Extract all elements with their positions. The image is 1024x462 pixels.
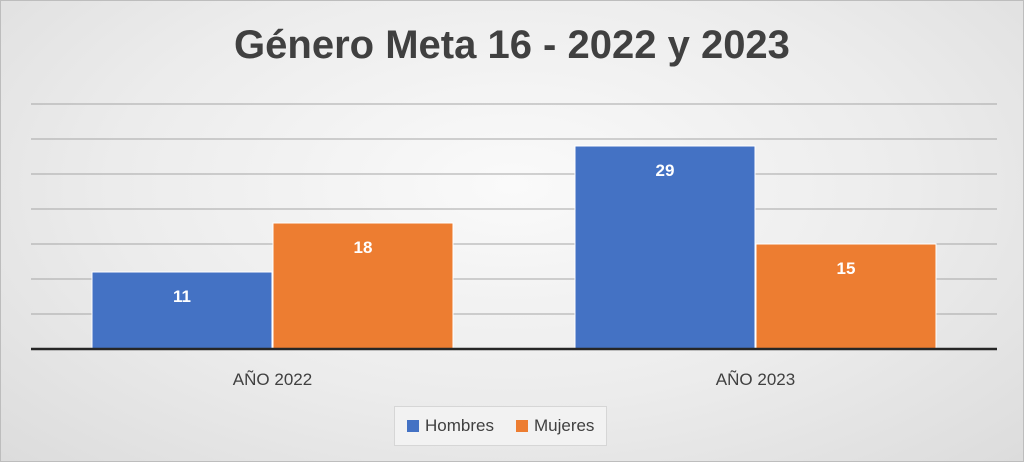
legend: Hombres Mujeres [394, 406, 608, 446]
legend-item-hombres: Hombres [407, 416, 494, 436]
data-label-mujeres-ano-2022: 18 [354, 238, 373, 257]
bar-mujeres-ano-2022 [272, 222, 454, 350]
bar-hombres-ano-2023 [574, 145, 756, 350]
legend-item-mujeres: Mujeres [515, 416, 595, 436]
category-label-ano-2022: AÑO 2022 [233, 370, 312, 389]
bar-hombres-ano-2022 [91, 271, 273, 350]
category-labels-group: AÑO 2022 AÑO 2023 [233, 370, 795, 389]
data-label-hombres-ano-2023: 29 [656, 161, 675, 180]
legend-label-hombres: Hombres [425, 416, 494, 435]
chart-title: Género Meta 16 - 2022 y 2023 [234, 23, 790, 67]
data-label-mujeres-ano-2023: 15 [837, 259, 856, 278]
legend-label-mujeres: Mujeres [533, 416, 595, 435]
data-label-hombres-ano-2022: 11 [173, 287, 191, 306]
legend-swatch-mujeres [515, 420, 528, 432]
legend-swatch-hombres [407, 420, 419, 432]
bars-group [91, 145, 937, 350]
category-label-ano-2023: AÑO 2023 [716, 370, 795, 389]
data-labels-group: 11 18 29 15 [173, 161, 855, 306]
